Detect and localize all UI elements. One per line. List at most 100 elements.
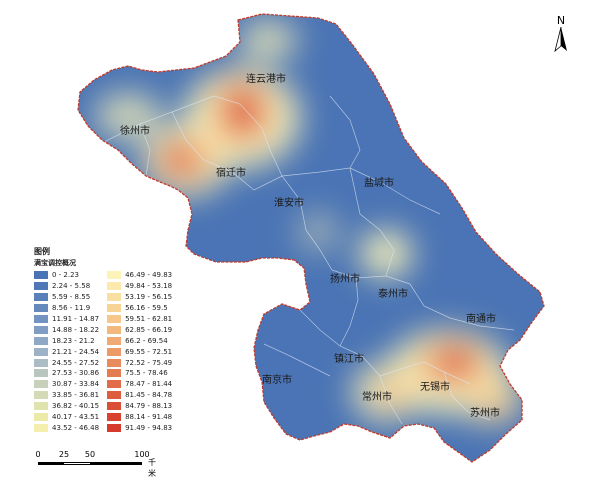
legend-item: 18.23 - 21.2 bbox=[34, 335, 99, 346]
heat-hotspot bbox=[94, 92, 162, 140]
legend-item: 40.17 - 43.51 bbox=[34, 412, 99, 423]
legend-swatch bbox=[34, 369, 48, 378]
scale-tick-label: 100 bbox=[134, 450, 150, 459]
heat-hotspot bbox=[238, 20, 298, 60]
legend-label: 24.55 - 27.52 bbox=[52, 358, 100, 367]
legend-label: 14.88 - 18.22 bbox=[52, 325, 100, 334]
legend-label: 11.91 - 14.87 bbox=[52, 315, 100, 323]
city-label-nanjing: 南京市 bbox=[262, 373, 292, 386]
legend-swatch bbox=[107, 282, 122, 291]
legend-item: 53.19 - 56.15 bbox=[107, 292, 172, 303]
legend-label: 78.47 - 81.44 bbox=[125, 380, 173, 389]
legend-swatch bbox=[34, 293, 48, 302]
north-arrow-icon bbox=[554, 26, 567, 53]
heat-hotspot bbox=[476, 386, 512, 418]
legend-item: 5.59 - 8.55 bbox=[34, 292, 99, 303]
legend-swatch bbox=[34, 358, 48, 367]
city-label-yancheng: 盐城市 bbox=[364, 176, 394, 189]
legend-label: 21.21 - 24.54 bbox=[52, 347, 100, 356]
legend-swatch bbox=[107, 402, 122, 411]
legend-item: 62.85 - 66.19 bbox=[107, 324, 172, 335]
heat-hotspot bbox=[298, 212, 338, 252]
legend-swatch bbox=[107, 325, 122, 334]
scale-bar-line bbox=[38, 462, 142, 465]
legend-item: 66.2 - 69.54 bbox=[107, 335, 172, 346]
legend-item: 91.49 - 94.83 bbox=[107, 422, 172, 433]
city-label-taizhou: 泰州市 bbox=[378, 287, 408, 300]
legend-label: 5.59 - 8.55 bbox=[52, 293, 91, 302]
legend-label: 75.5 - 78.46 bbox=[125, 369, 168, 378]
legend-label: 27.53 - 30.86 bbox=[52, 369, 100, 378]
scale-tick-label: 50 bbox=[84, 450, 96, 459]
legend-label: 0 - 2.23 bbox=[52, 271, 80, 280]
legend-swatch bbox=[107, 380, 122, 389]
legend-label: 2.24 - 5.58 bbox=[52, 282, 91, 291]
legend-swatch bbox=[34, 325, 48, 334]
city-label-huaian: 淮安市 bbox=[274, 196, 304, 209]
legend-label: 72.52 - 75.49 bbox=[125, 358, 173, 367]
legend-label: 43.52 - 46.48 bbox=[52, 423, 100, 432]
legend-label: 69.55 - 72.51 bbox=[125, 347, 173, 356]
legend-swatch bbox=[34, 380, 48, 389]
legend-label: 62.85 - 66.19 bbox=[125, 325, 173, 334]
scale-tick-label: 0 bbox=[35, 450, 41, 459]
city-label-wuxi: 无锡市 bbox=[420, 380, 450, 393]
legend-item: 49.84 - 53.18 bbox=[107, 281, 172, 292]
legend-item: 0 - 2.23 bbox=[34, 270, 99, 281]
north-letter: N bbox=[556, 14, 566, 27]
legend-swatch bbox=[107, 358, 122, 367]
legend-item: 36.82 - 40.15 bbox=[34, 401, 99, 412]
legend-label: 18.23 - 21.2 bbox=[52, 336, 95, 345]
legend-swatch bbox=[34, 391, 48, 400]
legend-label: 56.16 - 59.5 bbox=[125, 304, 168, 313]
city-label-yangzhou: 扬州市 bbox=[330, 272, 360, 285]
legend-swatch bbox=[34, 336, 48, 345]
legend-item: 21.21 - 24.54 bbox=[34, 346, 99, 357]
legend-label: 30.87 - 33.84 bbox=[52, 380, 100, 389]
legend-label: 46.49 - 49.83 bbox=[125, 271, 173, 280]
legend-item: 78.47 - 81.44 bbox=[107, 379, 172, 390]
legend-item: 2.24 - 5.58 bbox=[34, 281, 99, 292]
legend-swatch bbox=[107, 413, 122, 422]
legend-label: 88.14 - 91.48 bbox=[125, 413, 173, 422]
legend-label: 59.51 - 62.81 bbox=[125, 315, 173, 323]
legend-swatch bbox=[107, 293, 122, 302]
scale-unit: 千米 bbox=[148, 458, 156, 478]
city-label-xuzhou: 徐州市 bbox=[120, 124, 150, 137]
legend-item: 72.52 - 75.49 bbox=[107, 357, 172, 368]
legend-swatch bbox=[107, 315, 122, 323]
legend-label: 81.45 - 84.78 bbox=[125, 391, 173, 400]
legend-subtitle: 满宝调控概况 bbox=[34, 259, 76, 267]
legend-swatch bbox=[107, 347, 122, 356]
legend-title: 图例 bbox=[34, 247, 50, 256]
legend-label: 91.49 - 94.83 bbox=[125, 423, 173, 432]
legend-item: 75.5 - 78.46 bbox=[107, 368, 172, 379]
north-arrow: N bbox=[553, 14, 569, 57]
heat-hotspot bbox=[360, 230, 412, 278]
legend-swatch bbox=[34, 304, 48, 313]
legend-swatch bbox=[34, 271, 48, 280]
city-label-changzhou: 常州市 bbox=[362, 390, 392, 403]
legend-label: 33.85 - 36.81 bbox=[52, 391, 100, 400]
legend-swatch bbox=[34, 347, 48, 356]
legend-label: 40.17 - 43.51 bbox=[52, 413, 100, 422]
legend-swatch bbox=[34, 315, 48, 323]
legend-item: 43.52 - 46.48 bbox=[34, 422, 99, 433]
legend-item: 14.88 - 18.22 bbox=[34, 324, 99, 335]
city-label-zhenjiang: 镇江市 bbox=[334, 352, 364, 365]
legend-label: 36.82 - 40.15 bbox=[52, 402, 100, 411]
city-label-suzhou: 苏州市 bbox=[470, 406, 500, 419]
legend-item: 27.53 - 30.86 bbox=[34, 368, 99, 379]
legend-item: 30.87 - 33.84 bbox=[34, 379, 99, 390]
legend-label: 8.56 - 11.9 bbox=[52, 304, 91, 313]
legend-swatch bbox=[107, 391, 122, 400]
legend-item: 8.56 - 11.9 bbox=[34, 303, 99, 314]
city-label-suqian: 宿迁市 bbox=[216, 166, 246, 179]
city-label-lianyungang: 连云港市 bbox=[246, 72, 286, 85]
legend-item: 81.45 - 84.78 bbox=[107, 390, 172, 401]
legend-item: 24.55 - 27.52 bbox=[34, 357, 99, 368]
legend-label: 53.19 - 56.15 bbox=[125, 293, 173, 302]
legend-item: 84.79 - 88.13 bbox=[107, 401, 172, 412]
city-label-nantong: 南通市 bbox=[466, 312, 496, 325]
